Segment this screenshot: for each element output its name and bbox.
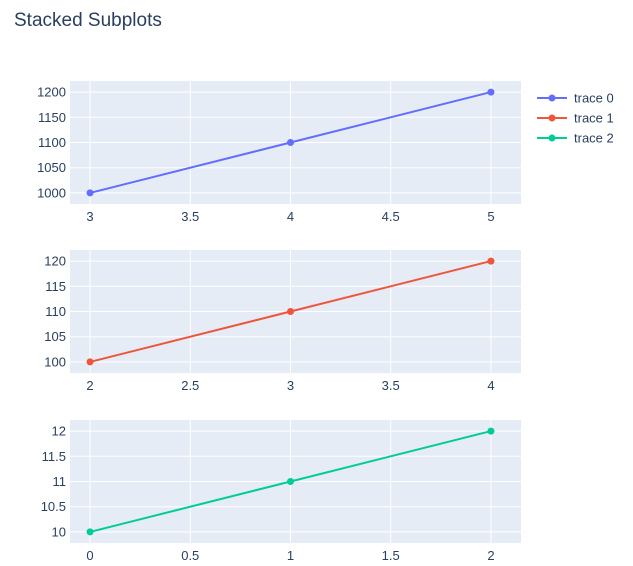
y-tick-label: 100 — [44, 354, 66, 369]
y-tick-label: 1200 — [37, 85, 66, 100]
data-point — [86, 358, 94, 366]
subplot-1: 3 3.5 4 4.5 5 1000 1050 1100 1150 1200 — [37, 81, 521, 224]
x-tick-label: 2 — [487, 548, 494, 563]
legend-item-trace-0[interactable]: trace 0 — [537, 91, 614, 106]
x-tick-label: 2 — [86, 378, 93, 393]
x-tick-label: 1 — [287, 548, 294, 563]
data-point — [286, 308, 294, 315]
y-tick-label: 120 — [44, 254, 66, 269]
y-tick-label: 10.5 — [41, 499, 66, 514]
x-tick-label: 4.5 — [382, 209, 400, 224]
y-tick-label: 12 — [52, 424, 66, 439]
y-tick-label: 11.5 — [42, 449, 66, 464]
legend-item-trace-2[interactable]: trace 2 — [537, 131, 614, 146]
x-tick-label: 3 — [287, 378, 294, 393]
x-tick-label: 0 — [86, 548, 93, 563]
legend-marker-swatch — [548, 114, 556, 122]
y-tick-label: 115 — [45, 279, 66, 294]
data-point — [487, 257, 495, 265]
y-tick-label: 1150 — [38, 110, 66, 125]
x-tick-label: 4 — [287, 209, 294, 224]
legend-item-trace-1[interactable]: trace 1 — [537, 111, 614, 126]
x-tick-label: 3.5 — [181, 209, 199, 224]
x-tick-label: 0.5 — [181, 548, 199, 563]
chart-title: Stacked Subplots — [14, 10, 162, 31]
legend-marker-swatch — [548, 134, 556, 142]
data-point — [86, 528, 94, 536]
y-tick-label: 1000 — [37, 185, 66, 200]
data-point — [86, 189, 94, 197]
data-point — [487, 88, 495, 96]
legend[interactable]: trace 0 trace 1 trace 2 — [537, 91, 614, 146]
legend-marker-swatch — [548, 94, 556, 102]
x-tick-label: 4 — [487, 378, 494, 393]
x-tick-label: 3.5 — [382, 378, 400, 393]
y-tick-label: 110 — [45, 304, 66, 319]
x-tick-label: 2.5 — [181, 378, 199, 393]
y-tick-label: 1100 — [38, 135, 66, 150]
legend-label: trace 1 — [574, 111, 614, 126]
data-point — [487, 427, 495, 435]
legend-label: trace 0 — [574, 91, 614, 106]
data-point — [286, 478, 294, 485]
x-tick-label: 3 — [86, 209, 93, 224]
x-tick-label: 5 — [487, 209, 494, 224]
y-tick-label: 10 — [52, 524, 66, 539]
x-tick-label: 1.5 — [382, 548, 400, 563]
y-tick-label: 1050 — [37, 160, 66, 175]
subplot-2: 2 2.5 3 3.5 4 100 105 110 115 120 — [44, 250, 521, 393]
y-tick-label: 105 — [44, 329, 66, 344]
data-point — [286, 139, 294, 146]
legend-label: trace 2 — [574, 131, 614, 146]
y-tick-label: 11 — [53, 474, 67, 489]
